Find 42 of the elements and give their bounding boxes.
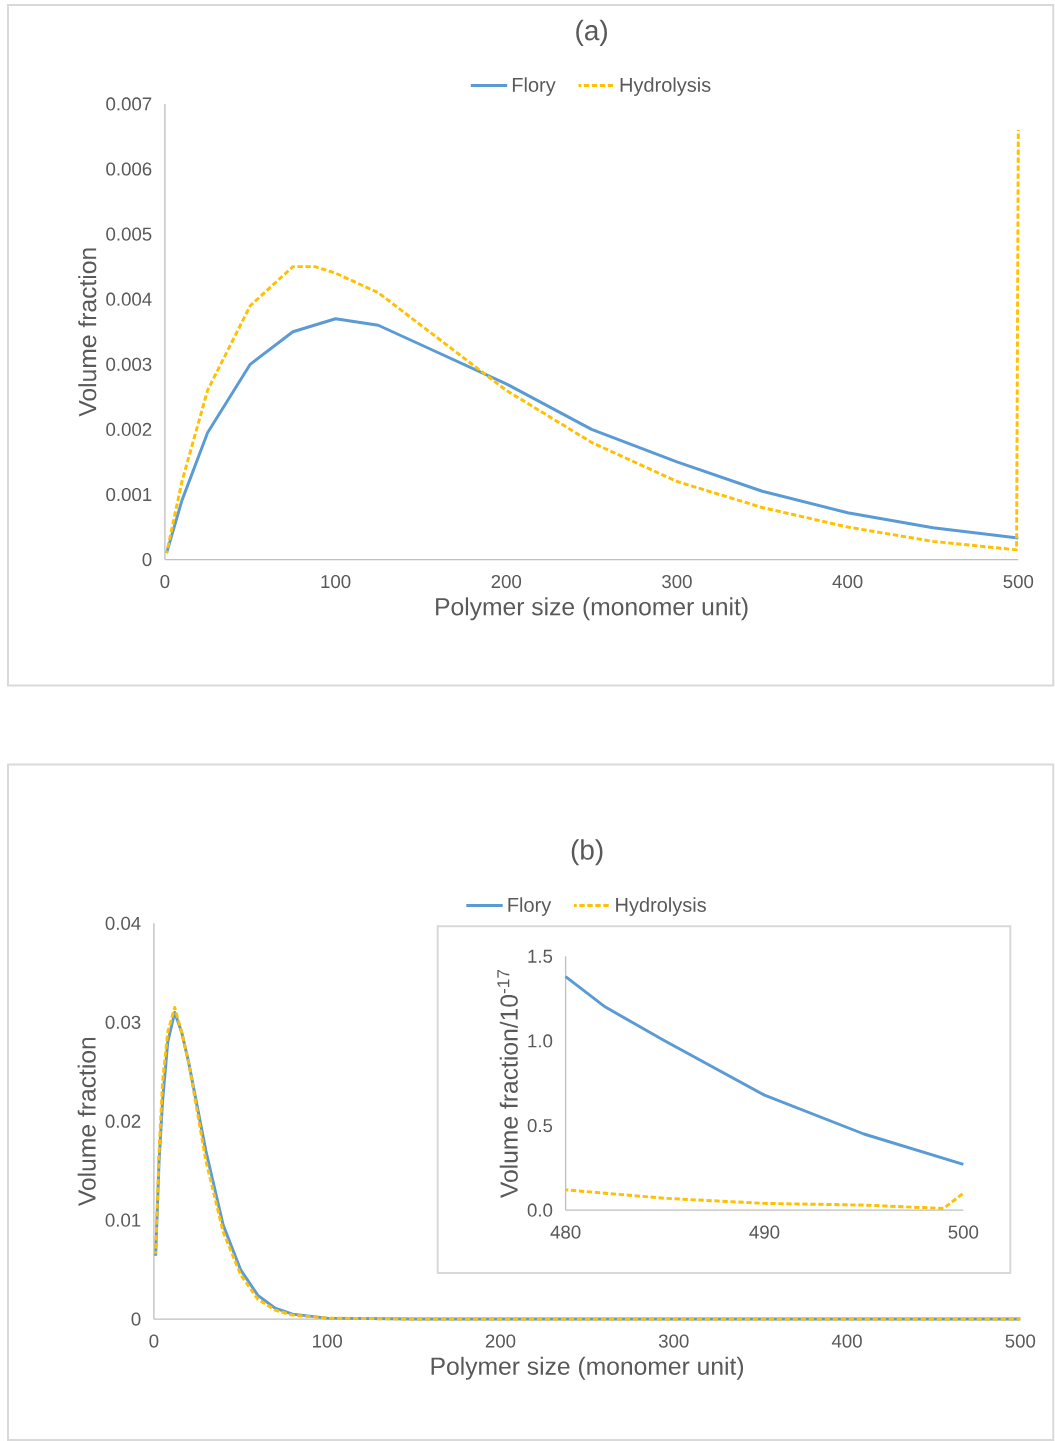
x-tick-label: 400 (832, 574, 863, 589)
y-tick-label: 0.0 (527, 1203, 553, 1217)
x-tick-label: 100 (321, 574, 351, 589)
y-axis-title: Volume fraction (77, 1037, 96, 1207)
y-tick-label: 0 (131, 1312, 141, 1326)
y-tick-label: 0.007 (106, 97, 152, 111)
legend-label: Hydrolysis (620, 77, 711, 96)
y-tick-label: 0.006 (106, 162, 152, 176)
x-tick-label: 500 (948, 1225, 979, 1239)
x-axis-title: Polymer size (monomer unit) (435, 597, 748, 621)
y-tick-label: 0.5 (527, 1118, 552, 1133)
y-tick-label: 0.01 (105, 1213, 141, 1227)
y-tick-label: 0.04 (105, 916, 141, 930)
y-tick-label: 0.004 (106, 292, 152, 306)
legend-label: Flory (512, 77, 556, 96)
x-tick-label: 400 (831, 1334, 862, 1348)
x-tick-label: 480 (550, 1225, 581, 1239)
x-tick-label: 300 (661, 574, 692, 589)
y-tick-label: 1.5 (528, 949, 552, 963)
y-tick-label: 0 (142, 552, 152, 567)
x-axis-title: Polymer size (monomer unit) (431, 1356, 743, 1380)
x-tick-label: 100 (312, 1334, 342, 1348)
x-tick-label: 200 (485, 1334, 516, 1348)
chart-title: (b) (571, 839, 603, 866)
x-tick-label: 500 (1005, 1334, 1036, 1348)
y-tick-label: 1.0 (528, 1034, 553, 1048)
y-tick-label: 0.03 (105, 1015, 141, 1029)
x-tick-label: 500 (1003, 574, 1034, 589)
x-tick-label: 490 (749, 1225, 780, 1239)
y-tick-label: 0.02 (105, 1114, 141, 1128)
chart-title: (a) (576, 19, 607, 46)
x-tick-label: 0 (160, 574, 170, 589)
x-tick-label: 200 (491, 574, 521, 589)
y-axis-title: Volume fraction/10$^{-17}$ (497, 969, 518, 1199)
legend-label: Flory (508, 897, 552, 916)
y-tick-label: 0.002 (106, 422, 152, 437)
y-axis-title: Volume fraction (78, 248, 97, 417)
y-tick-label: 0.001 (106, 487, 152, 502)
x-tick-label: 300 (658, 1334, 689, 1348)
y-tick-label: 0.005 (106, 227, 152, 241)
legend-label: Hydrolysis (616, 897, 706, 916)
y-tick-label: 0.003 (106, 357, 152, 371)
